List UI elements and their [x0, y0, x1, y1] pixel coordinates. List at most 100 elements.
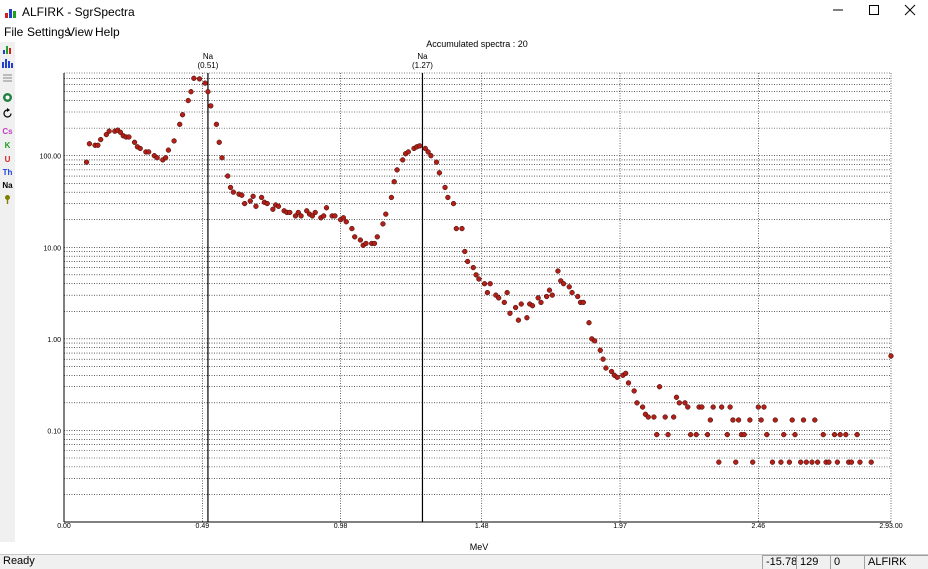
data-point	[546, 287, 553, 293]
data-point	[230, 189, 237, 195]
data-point	[154, 155, 160, 161]
data-point	[634, 400, 640, 406]
data-point	[484, 289, 491, 296]
refresh-icon[interactable]	[0, 108, 15, 121]
data-point	[569, 289, 575, 296]
data-point	[682, 400, 688, 406]
u-button[interactable]: U	[0, 153, 15, 166]
data-point	[837, 431, 843, 438]
data-point	[309, 213, 316, 219]
menu-settings[interactable]: Settings	[27, 25, 71, 39]
data-point	[735, 417, 742, 423]
data-point	[781, 431, 787, 438]
data-point	[481, 281, 488, 287]
menu-file[interactable]: File	[4, 25, 24, 39]
data-point	[117, 129, 124, 135]
data-point	[363, 240, 369, 247]
data-point	[727, 404, 733, 410]
maximize-button[interactable]	[856, 0, 892, 24]
bar-chart-icon[interactable]	[0, 44, 15, 57]
data-point	[442, 184, 448, 191]
x-tick-label: 2.93.00	[879, 523, 902, 530]
data-point	[843, 431, 849, 438]
data-point	[450, 200, 457, 207]
key-icon[interactable]	[0, 194, 15, 207]
marker-name: Na	[203, 52, 214, 61]
data-point	[535, 295, 541, 301]
data-point	[264, 200, 270, 207]
data-point	[202, 80, 208, 86]
app-icon	[5, 9, 16, 18]
list-icon[interactable]	[0, 72, 15, 85]
data-point	[196, 76, 203, 82]
marker-value: (0.51)	[197, 61, 218, 70]
data-point	[665, 431, 671, 438]
data-point	[730, 417, 736, 423]
data-point	[761, 404, 767, 410]
data-point	[625, 380, 632, 386]
data-point	[352, 234, 358, 240]
data-point	[357, 237, 364, 243]
data-point	[603, 365, 609, 371]
data-point	[826, 459, 832, 465]
data-point	[433, 159, 440, 165]
data-point	[165, 147, 172, 153]
left-toolbar: Cs K U Th Na	[0, 42, 16, 542]
data-point	[831, 431, 838, 438]
cs-button[interactable]: Cs	[0, 125, 15, 138]
data-point	[693, 431, 699, 438]
x-axis-label: MeV	[470, 542, 489, 552]
data-point	[758, 417, 764, 423]
window-title: ALFIRK - SgrSpectra	[22, 5, 135, 19]
data-point	[239, 192, 245, 198]
data-point	[86, 141, 93, 147]
data-point	[304, 208, 310, 214]
menu-help[interactable]: Help	[95, 25, 120, 39]
data-point	[98, 136, 104, 143]
data-point	[103, 131, 109, 138]
status-field-coordinate: -15.78	[762, 555, 824, 569]
data-point	[191, 75, 197, 81]
data-point	[332, 213, 338, 219]
close-button[interactable]	[892, 0, 928, 24]
data-point	[586, 320, 592, 326]
data-point	[227, 184, 234, 191]
data-point	[741, 431, 747, 438]
data-point	[798, 459, 804, 465]
y-tick-label: 0.10	[47, 428, 61, 435]
na-button[interactable]: Na	[0, 179, 15, 192]
cs-label: Cs	[2, 127, 13, 136]
data-point	[687, 431, 694, 438]
data-point	[809, 459, 815, 465]
data-point	[518, 301, 524, 307]
minimize-button[interactable]	[820, 0, 856, 24]
data-point	[769, 459, 776, 465]
data-point	[591, 338, 598, 344]
data-point	[95, 142, 101, 148]
k-button[interactable]: K	[0, 139, 15, 152]
data-point	[464, 258, 471, 265]
data-points	[83, 75, 894, 465]
data-point	[428, 153, 434, 159]
data-point	[504, 289, 510, 296]
data-point	[704, 431, 711, 438]
multi-bar-chart-icon[interactable]	[0, 58, 15, 71]
data-point	[270, 206, 276, 212]
data-point	[651, 414, 657, 420]
data-point	[400, 157, 406, 163]
spectrum-chart[interactable]: Accumulated spectra : 20 0.00 0.49 0.98 1.4…	[15, 39, 928, 554]
data-point	[789, 417, 795, 423]
data-point	[575, 293, 581, 300]
data-point	[639, 404, 646, 410]
data-point	[803, 459, 809, 465]
menu-bar: File Settings View Help	[0, 24, 928, 40]
data-point	[179, 112, 186, 118]
data-point	[453, 225, 459, 232]
data-point	[764, 431, 770, 438]
menu-view[interactable]: View	[67, 25, 93, 39]
data-point	[623, 370, 629, 377]
data-point	[671, 414, 677, 420]
spectrum-chart-area: Accumulated spectra : 20 0.00 0.49 0.98 1.4…	[15, 39, 928, 554]
globe-icon[interactable]	[0, 92, 15, 105]
th-button[interactable]: Th	[0, 166, 15, 179]
